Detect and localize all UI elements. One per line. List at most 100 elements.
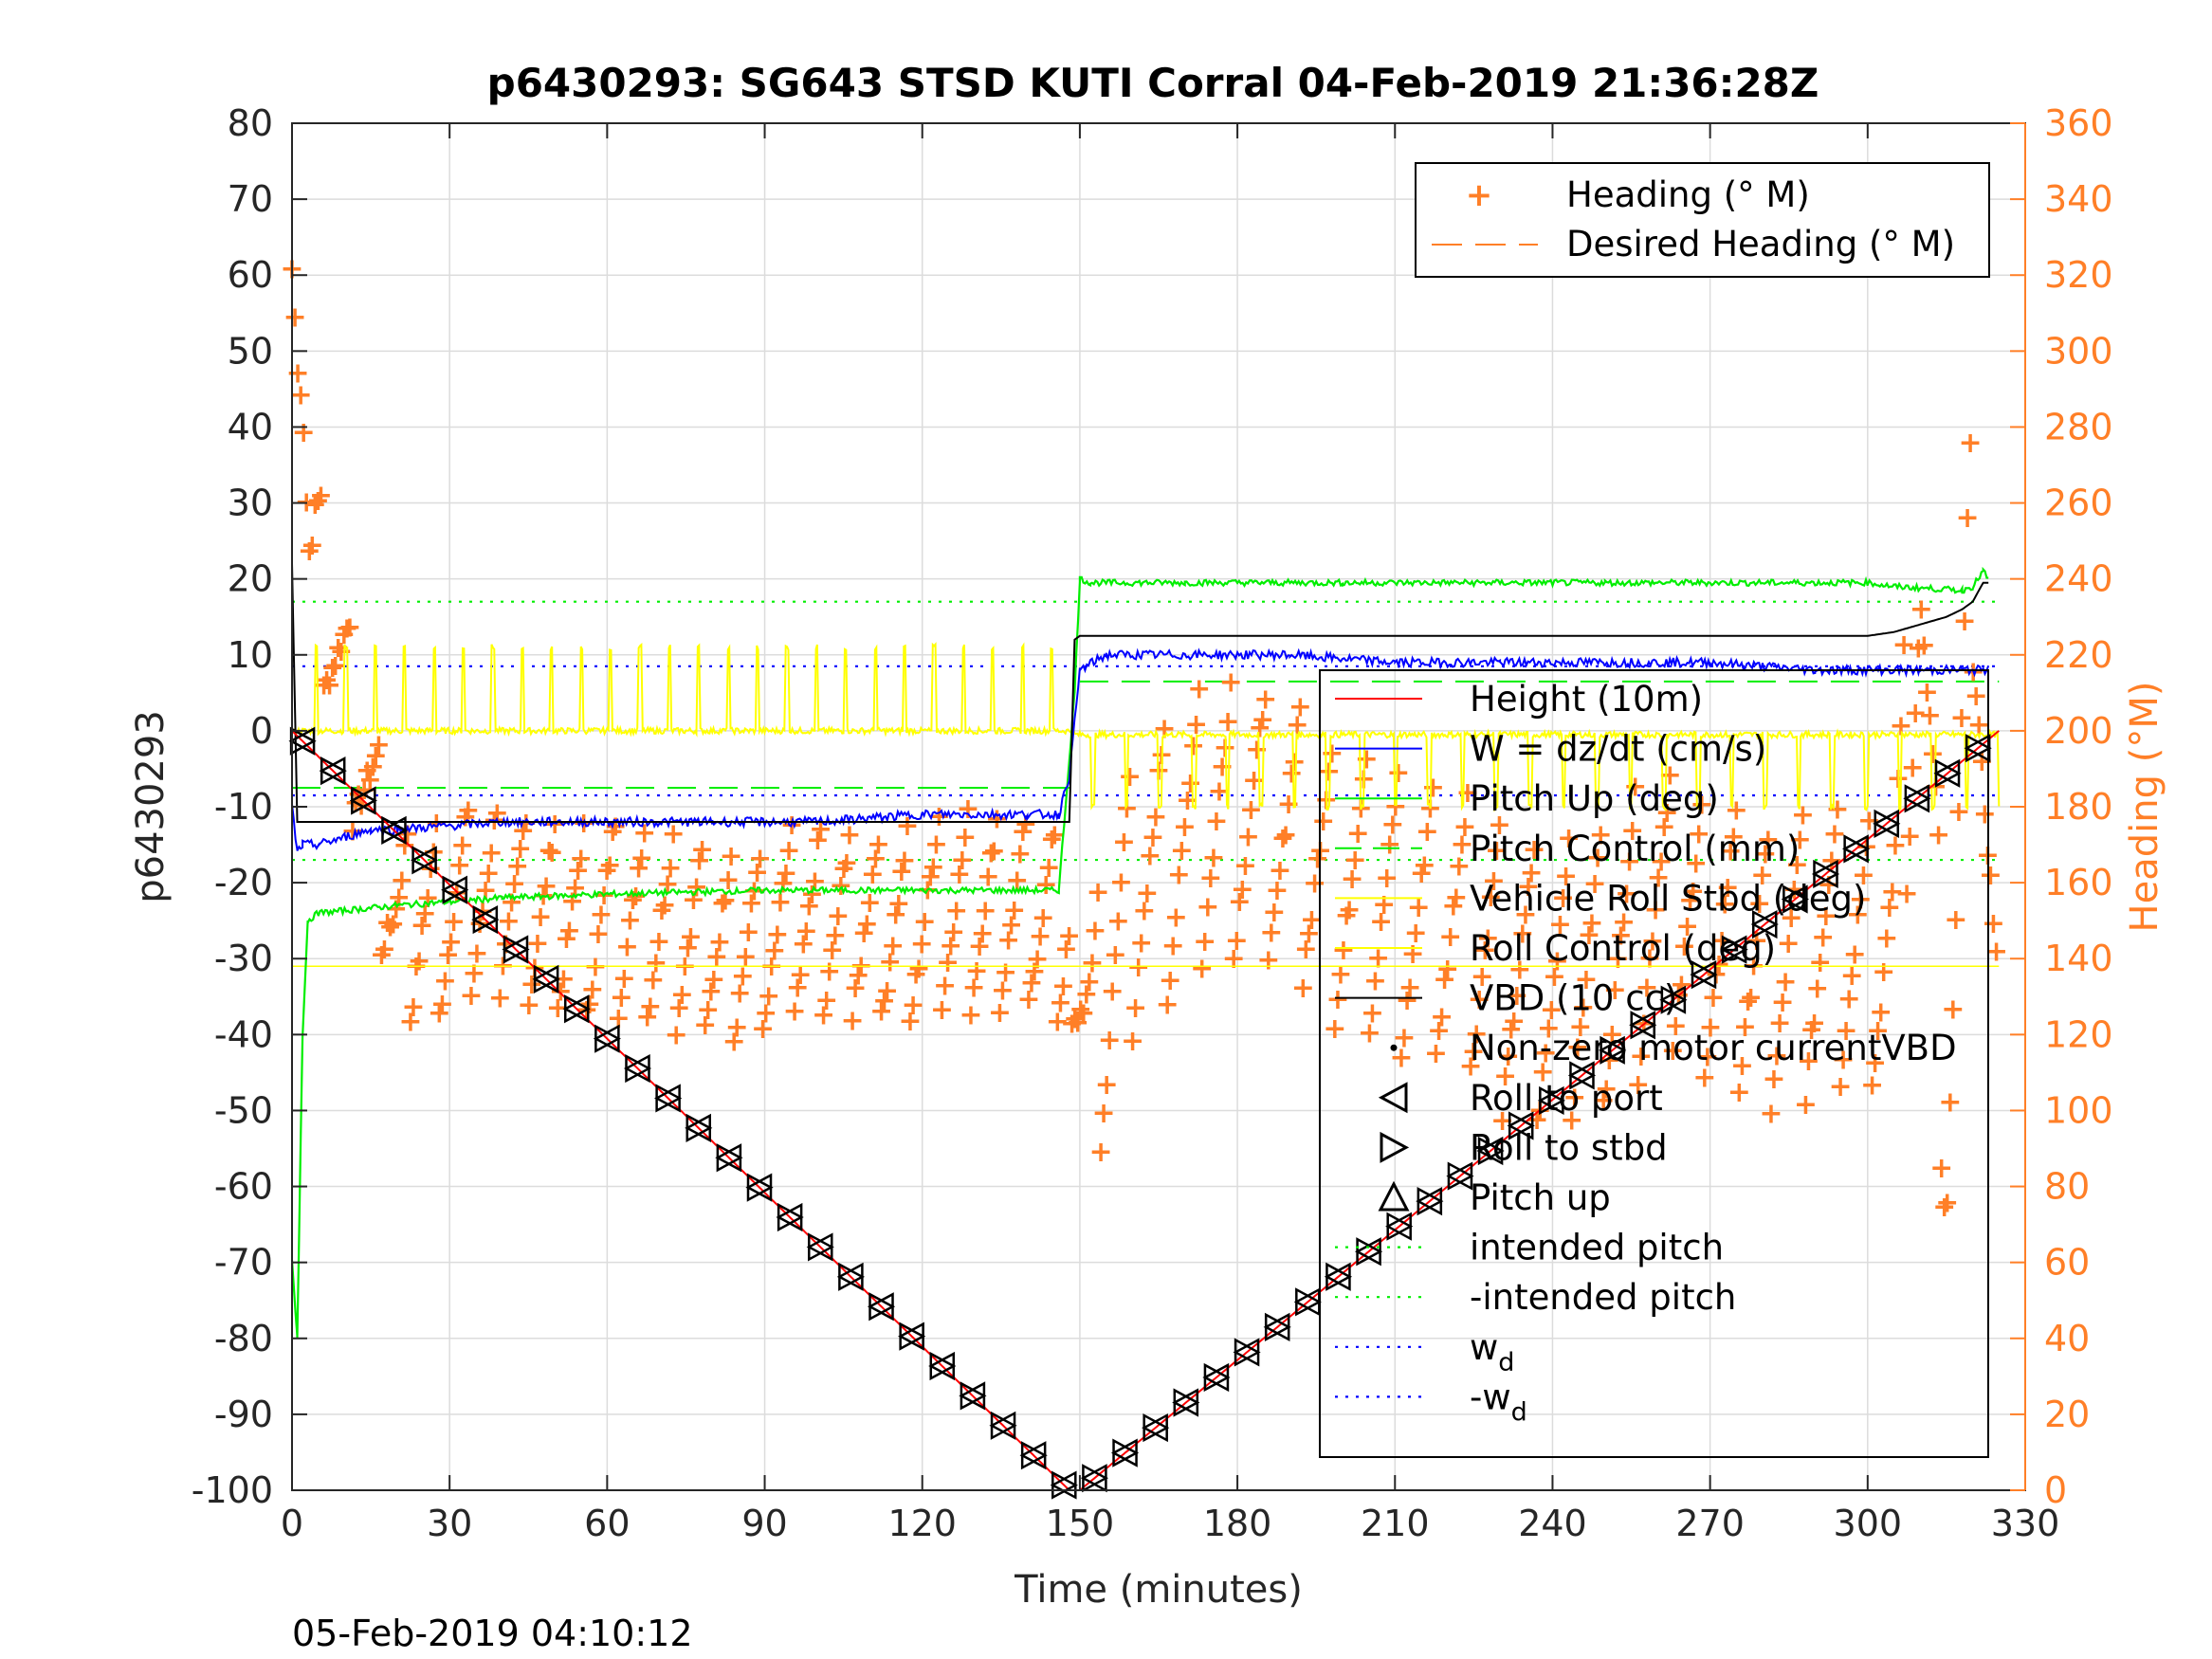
heading-point: + xyxy=(1505,979,1528,1012)
legend-main-item: Roll Control (deg) xyxy=(1335,928,1776,969)
y-tick-label: -10 xyxy=(214,786,273,828)
heading-point: + xyxy=(1592,1084,1616,1117)
legend-triangle-right-icon xyxy=(1380,1131,1410,1163)
heading-point: + xyxy=(1872,956,1895,989)
heading-point: + xyxy=(800,878,824,911)
reference-lines xyxy=(292,600,2000,862)
heading-point: + xyxy=(1695,1040,1719,1073)
y2-tick-label: 20 xyxy=(2044,1394,2090,1435)
heading-point: + xyxy=(528,901,552,934)
heading-point: + xyxy=(1086,876,1109,909)
heading-point: + xyxy=(1927,819,1950,852)
roll-to-stbd-marker xyxy=(1356,1237,1383,1267)
heading-point: + xyxy=(1455,776,1479,810)
legend-main-label: Height (10m) xyxy=(1470,679,1703,720)
heading-point: + xyxy=(1670,969,1693,1002)
y2-tick-label: 0 xyxy=(2044,1469,2067,1511)
y-tick-label: -90 xyxy=(214,1394,273,1435)
heading-point: + xyxy=(797,889,821,922)
roll-to-stbd-marker xyxy=(655,1084,683,1113)
heading-point: + xyxy=(1794,1088,1818,1121)
roll-to-stbd-marker xyxy=(1660,985,1688,1014)
legend-main-label: Non-zero motor currentVBD xyxy=(1470,1028,1957,1068)
heading-point: + xyxy=(1713,888,1737,921)
heading-point: + xyxy=(1129,926,1153,959)
roll-to-stbd-marker xyxy=(1904,784,1931,813)
heading-point: + xyxy=(1615,877,1638,910)
heading-point: + xyxy=(1325,983,1349,1016)
heading-point: + xyxy=(1600,1018,1624,1051)
heading-point: + xyxy=(1955,501,1979,535)
roll-to-stbd-marker xyxy=(1051,1470,1078,1500)
heading-point: + xyxy=(1193,925,1216,958)
heading-point: + xyxy=(1612,905,1636,939)
heading-point: + xyxy=(1849,884,1873,917)
y2-tick-label: 240 xyxy=(2044,558,2113,600)
heading-point: + xyxy=(630,842,653,875)
y2-tick-label: 300 xyxy=(2044,330,2113,372)
heading-point: + xyxy=(1236,820,1260,853)
heading-point: + xyxy=(1462,1035,1486,1068)
heading-point: + xyxy=(950,844,974,877)
chart-title: p6430293: SG643 STSD KUTI Corral 04-Feb-… xyxy=(487,60,1819,106)
heading-point: + xyxy=(627,851,650,884)
heading-point: + xyxy=(1361,996,1384,1030)
heading-point: + xyxy=(1320,738,1344,771)
heading-point: + xyxy=(1692,1062,1716,1095)
heading-point: + xyxy=(964,955,988,988)
heading-point: + xyxy=(1153,713,1177,746)
heading-point: + xyxy=(1537,1012,1561,1046)
heading-point: + xyxy=(320,651,344,684)
heading-point: + xyxy=(757,980,780,1013)
heading-point: + xyxy=(390,864,413,897)
heading-point: + xyxy=(1271,822,1294,855)
heading-point: + xyxy=(1880,876,1904,909)
heading-point: + xyxy=(538,834,561,867)
heading-point: + xyxy=(682,884,705,917)
roll-to-stbd-marker xyxy=(1539,1085,1565,1116)
x-axis-ticks: 0 30 60 90 120 150 180 210 240 270 300 330 xyxy=(281,123,2059,1544)
heading-point: + xyxy=(961,971,985,1004)
heading-point: + xyxy=(1785,848,1809,882)
heading-point: + xyxy=(1416,815,1439,848)
heading-point: + xyxy=(615,931,639,964)
heading-point: + xyxy=(792,928,815,961)
heading-point: + xyxy=(1262,896,1286,929)
heading-point: + xyxy=(1623,771,1647,804)
heading-point: + xyxy=(1430,1000,1453,1033)
heading-point: + xyxy=(1204,805,1228,838)
heading-point: + xyxy=(1901,751,1925,784)
heading-point: + xyxy=(338,611,361,644)
y-tick-label: 50 xyxy=(228,330,273,372)
heading-point: + xyxy=(1554,860,1578,893)
heading-point: + xyxy=(947,858,971,891)
heading-point: + xyxy=(1904,697,1928,730)
heading-point: + xyxy=(765,919,789,952)
heading-point: + xyxy=(1802,1007,1826,1040)
heading-point: + xyxy=(1513,898,1537,931)
heading-point: + xyxy=(988,996,1012,1030)
heading-point: + xyxy=(901,989,924,1022)
heading-point: + xyxy=(367,729,391,762)
heading-point: + xyxy=(1231,873,1254,906)
roll-to-stbd-marker xyxy=(1447,1161,1474,1191)
heading-point: + xyxy=(806,824,830,857)
heading-point: + xyxy=(1606,942,1630,975)
heading-point: + xyxy=(1283,745,1307,778)
legend-label-subscript: d xyxy=(1498,1348,1514,1377)
heading-point: + xyxy=(488,981,512,1014)
heading-point: + xyxy=(1450,829,1473,862)
roll-to-stbd-marker xyxy=(1874,809,1901,838)
heading-point: + xyxy=(373,933,396,966)
heading-point: + xyxy=(840,1005,864,1038)
heading-point: + xyxy=(1306,843,1329,876)
heading-point: + xyxy=(356,754,379,787)
roll-to-stbd-marker xyxy=(1569,1061,1597,1090)
heading-point: + xyxy=(1716,871,1740,904)
heading-point: + xyxy=(1080,947,1104,980)
heading-point: + xyxy=(679,921,703,954)
heading-point: + xyxy=(439,925,463,958)
legend-main-item: Pitch Up (deg) xyxy=(1335,778,1719,819)
heading-point: + xyxy=(665,1019,688,1052)
roll-to-stbd-marker xyxy=(1691,960,1718,990)
